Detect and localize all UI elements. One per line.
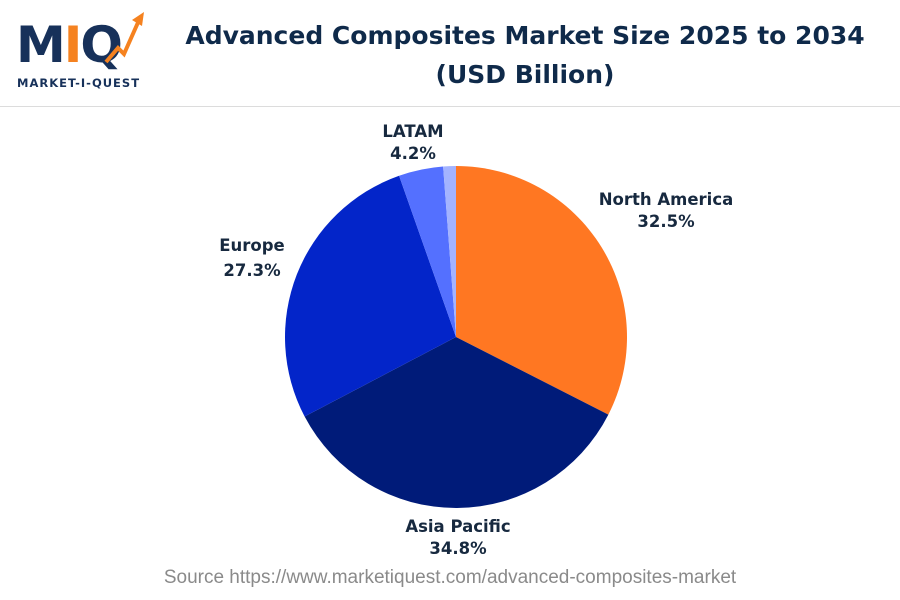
logo-mark: MIQ bbox=[16, 16, 123, 74]
value-asia-pacific: 34.8% bbox=[429, 539, 487, 558]
title-line-1: Advanced Composites Market Size 2025 to … bbox=[185, 21, 865, 50]
pie-slice-latam bbox=[399, 166, 456, 337]
pie-slice-other bbox=[443, 166, 456, 337]
pie-slice-north-america bbox=[456, 166, 628, 415]
value-europe: 27.3% bbox=[223, 261, 281, 280]
chart-title: Advanced Composites Market Size 2025 to … bbox=[170, 16, 880, 94]
label-north-america: North America bbox=[599, 190, 734, 209]
label-latam: LATAM bbox=[382, 122, 443, 141]
label-europe: Europe bbox=[219, 236, 285, 255]
label-asia-pacific: Asia Pacific bbox=[405, 517, 510, 536]
value-latam: 4.2% bbox=[390, 144, 436, 163]
title-line-2: (USD Billion) bbox=[435, 60, 615, 89]
growth-arrow-icon bbox=[104, 12, 144, 64]
pie-slice-europe bbox=[285, 175, 456, 417]
pie-slice-asia-pacific bbox=[304, 337, 609, 508]
source-text: Source https://www.marketiquest.com/adva… bbox=[163, 567, 737, 588]
divider bbox=[0, 106, 900, 107]
value-north-america: 32.5% bbox=[637, 212, 695, 231]
logo: MIQ MARKET-I-QUEST bbox=[14, 10, 164, 92]
logo-tagline: MARKET-I-QUEST bbox=[17, 76, 141, 90]
